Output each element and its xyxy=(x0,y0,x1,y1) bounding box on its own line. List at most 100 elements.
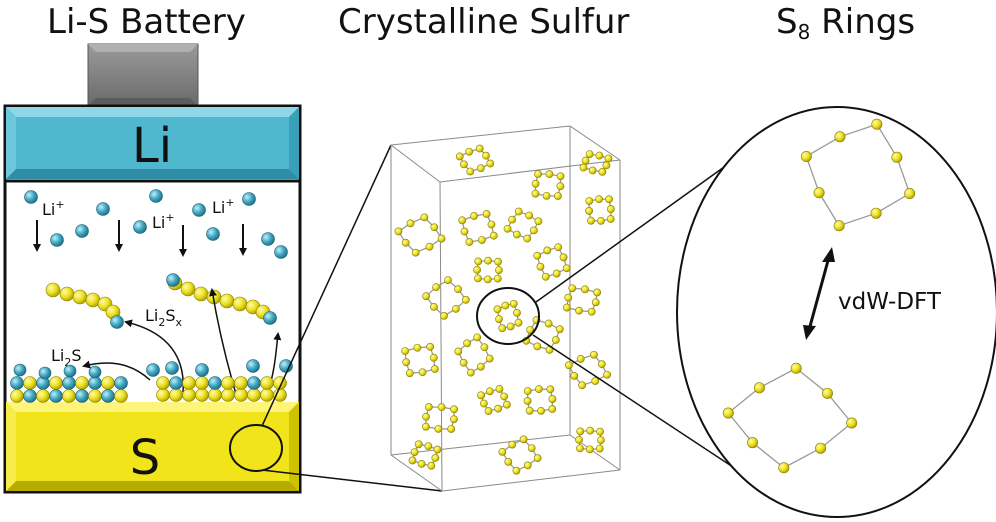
crystal-cell xyxy=(390,125,621,492)
lithium-atom xyxy=(96,202,110,216)
sulfur-atom xyxy=(484,256,493,265)
sulfur-atom xyxy=(606,215,615,223)
lithium-atom xyxy=(49,389,63,403)
bond xyxy=(826,392,853,424)
sulfur-atom xyxy=(891,151,903,163)
sulfur-atom xyxy=(587,216,595,225)
sulfur-atom xyxy=(430,223,439,232)
sulfur-atom xyxy=(477,391,486,400)
sulfur-atom xyxy=(402,358,411,367)
sulfur-atom xyxy=(62,389,76,403)
sulfur-atom xyxy=(502,400,511,409)
sulfur-atom xyxy=(581,156,590,165)
sulfur-atom xyxy=(476,164,485,173)
sulfur-atom xyxy=(514,318,523,327)
sulfur-atom xyxy=(36,389,50,403)
sulfur-atom xyxy=(193,286,209,302)
lithium-atom xyxy=(263,311,277,325)
lithium-atom xyxy=(88,365,102,379)
sulfur-atom xyxy=(440,312,448,320)
sulfur-atom xyxy=(221,388,235,402)
sulfur-atom xyxy=(493,274,502,283)
sulfur-atom xyxy=(75,376,89,390)
sulfur-atom xyxy=(45,282,61,298)
lithium-anode: Li xyxy=(6,107,299,179)
sulfur-atom xyxy=(447,425,456,433)
sulfur-atom xyxy=(466,368,475,377)
sulfur-atom xyxy=(234,388,248,402)
lithium-ions xyxy=(24,189,288,259)
sulfur-atom xyxy=(420,213,429,222)
sulfur-atom xyxy=(476,362,485,371)
sulfur-atom xyxy=(88,389,102,403)
sulfur-atom xyxy=(418,368,427,377)
sulfur-atom xyxy=(219,293,235,309)
sulfur-atom xyxy=(541,272,550,281)
sulfur-atom xyxy=(556,172,565,181)
lithium-atom xyxy=(62,376,76,390)
bond xyxy=(820,422,853,449)
sulfur-atom xyxy=(531,189,540,198)
sulfur-atom xyxy=(494,404,503,413)
sulfur-atom xyxy=(182,388,196,402)
sulfur-atom xyxy=(232,296,248,312)
battery-terminal xyxy=(87,43,199,107)
sulfur-atom xyxy=(537,406,545,415)
sulfur-atom xyxy=(485,387,494,396)
sulfur-atom xyxy=(562,303,571,312)
lithium-atom xyxy=(101,389,115,403)
lithium-atom xyxy=(50,233,64,247)
method-label: vdW-DFT xyxy=(838,289,942,315)
sulfur-atom xyxy=(437,234,446,243)
sulfur-atom xyxy=(602,161,611,170)
sulfur-atom xyxy=(437,403,446,412)
sulfur-atom xyxy=(593,288,602,297)
sulfur-atom xyxy=(778,462,790,474)
sulfur-atom xyxy=(430,365,439,373)
sulfur-atom xyxy=(479,399,488,408)
sulfur-atom xyxy=(606,205,615,213)
lithium-atom xyxy=(206,227,220,241)
sulfur-atom xyxy=(486,159,495,168)
sulfur-atom xyxy=(406,219,415,228)
sulfur-atom xyxy=(401,347,410,355)
sulfur-atom xyxy=(554,243,563,252)
sulfur-atom xyxy=(23,376,37,390)
lithium-atom xyxy=(169,376,183,390)
sulfur-atom xyxy=(871,118,883,130)
lithium-atom xyxy=(242,192,256,206)
sulfur-atom xyxy=(260,388,274,402)
sulfur-atom xyxy=(504,457,513,466)
crystal-molecules xyxy=(394,144,615,475)
sulfur-atom xyxy=(598,168,607,176)
sulfur-atom xyxy=(450,415,458,424)
sulfur-atom xyxy=(525,406,534,415)
lithium-atom xyxy=(247,376,261,390)
sulfur-atom xyxy=(535,385,543,394)
sulfur-atom xyxy=(548,405,557,413)
bond xyxy=(727,387,760,414)
sulfur-atom xyxy=(722,407,734,419)
sulfur-atom xyxy=(533,454,542,463)
sulfur-atom xyxy=(451,304,460,313)
lithium-atom xyxy=(75,389,89,403)
lithium-atom xyxy=(75,224,89,238)
sulfur-atom xyxy=(495,385,504,393)
rings-title-rest: Rings xyxy=(810,2,916,42)
lithium-atom xyxy=(149,189,163,203)
sulfur-atom xyxy=(525,211,534,220)
sulfur-atom xyxy=(568,284,577,293)
sulfur-atom xyxy=(422,412,430,421)
sulfur-atom xyxy=(581,285,589,294)
sulfur-atom xyxy=(478,236,486,244)
sulfur-atom xyxy=(578,381,586,390)
battery-cell: Li S Li+ Li+ Li+ Li2Sx Li2S xyxy=(3,43,302,494)
cathode-label: S xyxy=(130,430,160,486)
bond xyxy=(876,123,898,158)
sulfur-atom xyxy=(546,385,555,394)
sulfur-atom xyxy=(531,179,540,188)
cathode-zoom-circle xyxy=(229,424,283,472)
sulfur-atom xyxy=(425,242,434,251)
sulfur-atom xyxy=(591,377,600,385)
sulfur-atom xyxy=(753,382,765,394)
